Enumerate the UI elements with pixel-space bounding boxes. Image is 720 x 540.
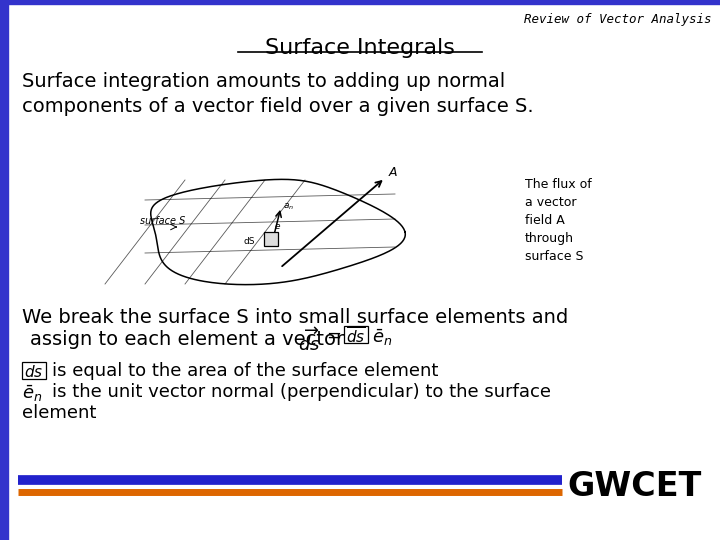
Bar [0, 0, 8, 540]
Text: Surface Integrals: Surface Integrals [265, 38, 455, 58]
Bar [22, 362, 46, 379]
Text: is the unit vector normal (perpendicular) to the surface: is the unit vector normal (perpendicular… [52, 383, 551, 401]
Text: $\bar{e}_n$: $\bar{e}_n$ [22, 383, 42, 403]
Text: $\overrightarrow{ds}$: $\overrightarrow{ds}$ [298, 327, 320, 355]
Text: surface S: surface S [140, 216, 185, 226]
Text: GWCET: GWCET [568, 469, 702, 503]
Text: $\overline{ds}$: $\overline{ds}$ [24, 362, 44, 382]
Bar [264, 232, 278, 246]
Text: A: A [389, 166, 397, 179]
Text: =: = [326, 327, 341, 345]
Text: $\overline{ds}$: $\overline{ds}$ [346, 327, 366, 347]
Text: assign to each element a vector: assign to each element a vector [30, 330, 344, 349]
Bar [344, 326, 368, 343]
Text: is equal to the area of the surface element: is equal to the area of the surface elem… [52, 362, 438, 380]
Text: Review of Vector Analysis: Review of Vector Analysis [524, 13, 712, 26]
Text: Surface integration amounts to adding up normal
components of a vector field ove: Surface integration amounts to adding up… [22, 72, 534, 116]
Text: We break the surface S into small surface elements and: We break the surface S into small surfac… [22, 308, 568, 327]
Text: The flux of
a vector
field A
through
surface S: The flux of a vector field A through sur… [525, 178, 592, 263]
Text: e: e [275, 222, 281, 231]
Bar [0, 0, 720, 4]
Text: $a_n$: $a_n$ [283, 201, 294, 212]
Text: $\bar{e}_n$: $\bar{e}_n$ [372, 327, 392, 348]
Text: element: element [22, 404, 96, 422]
Text: dS: dS [244, 237, 256, 246]
